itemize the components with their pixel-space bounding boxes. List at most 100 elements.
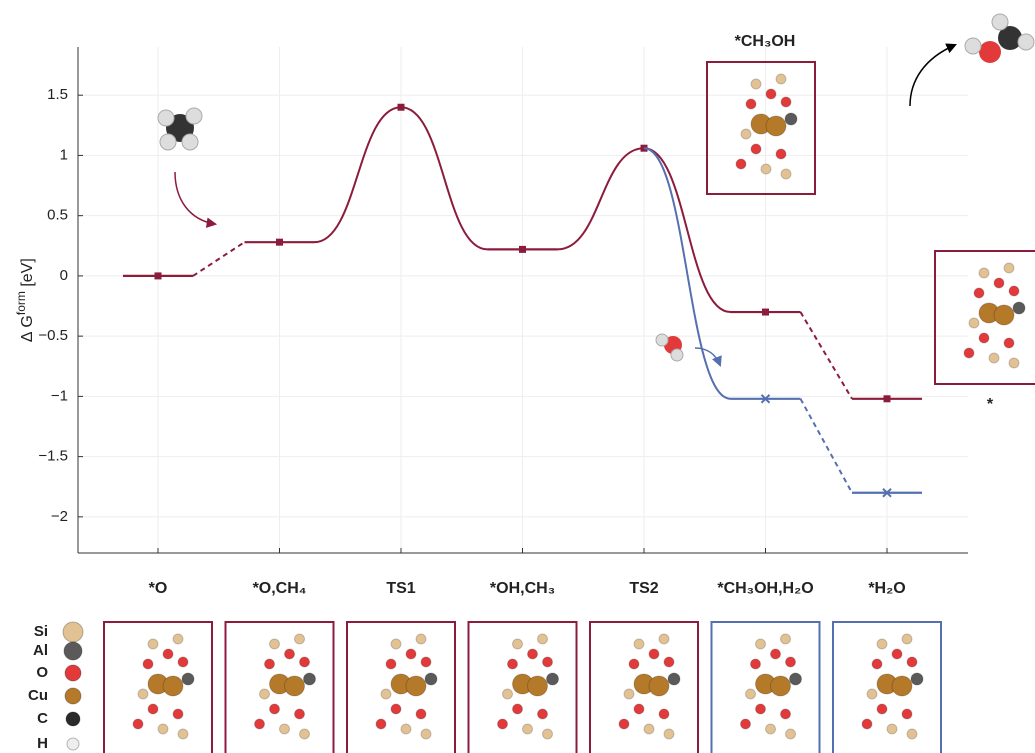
atom	[886, 723, 898, 735]
atom	[385, 658, 397, 670]
atom	[400, 723, 412, 735]
structure	[103, 621, 213, 753]
atom	[770, 675, 791, 697]
atom	[527, 648, 538, 660]
atom	[181, 672, 195, 686]
atom	[963, 347, 975, 359]
atom	[375, 718, 387, 730]
legend-label: C	[37, 710, 48, 727]
y-tick-label: −2	[51, 508, 68, 525]
structure	[706, 61, 816, 195]
atom	[1012, 301, 1026, 315]
atom	[760, 163, 772, 175]
x-tick-label: *O,CH₄	[253, 580, 307, 597]
atom	[1008, 357, 1020, 369]
legend-swatch	[66, 737, 80, 751]
atom	[380, 688, 392, 700]
atom	[901, 633, 913, 645]
atom	[137, 688, 149, 700]
y-tick-label: −1	[51, 387, 68, 404]
atom	[663, 728, 675, 740]
atom	[765, 88, 777, 100]
atom	[780, 708, 791, 720]
atom	[405, 648, 417, 660]
atom	[522, 723, 533, 735]
atom	[780, 168, 792, 180]
legend-swatch	[65, 711, 81, 727]
connector	[192, 241, 246, 277]
atom	[405, 675, 427, 697]
atom	[973, 287, 985, 299]
connector	[643, 147, 731, 400]
atom	[648, 675, 670, 697]
structure-box	[467, 621, 578, 753]
atom	[745, 98, 757, 110]
atom	[740, 718, 751, 730]
connector	[314, 106, 402, 244]
atom	[157, 723, 169, 735]
atom	[415, 708, 427, 720]
atom	[891, 648, 903, 660]
y-tick-label: 1.5	[47, 86, 68, 103]
y-tick-label: 0	[60, 267, 68, 284]
methane-icon	[157, 107, 203, 151]
atom	[299, 656, 310, 668]
x-tick-label: *H₂O	[868, 580, 905, 597]
atom	[294, 633, 305, 645]
structure-box	[224, 621, 335, 753]
atom	[537, 708, 548, 720]
atom	[424, 672, 438, 686]
structure	[346, 621, 456, 753]
x-tick-label: TS1	[386, 580, 415, 597]
structure-box	[710, 621, 821, 753]
x-tick-label: *OH,CH₃	[490, 580, 555, 597]
atom	[279, 723, 290, 735]
atom	[861, 718, 873, 730]
atom	[750, 78, 762, 90]
atom	[527, 675, 548, 697]
atom	[294, 708, 305, 720]
atom	[264, 658, 275, 670]
atom	[775, 148, 787, 160]
atom	[177, 656, 189, 668]
atom	[993, 304, 1015, 326]
atom	[172, 633, 184, 645]
legend-label: Cu	[28, 687, 48, 704]
x-tick-label: TS2	[629, 580, 658, 597]
atom	[663, 656, 675, 668]
atom	[633, 703, 645, 715]
legend-label: H	[37, 735, 48, 752]
marker	[276, 238, 283, 246]
atom	[284, 675, 305, 697]
structure-box	[934, 250, 1035, 385]
atom	[497, 718, 508, 730]
atom	[901, 708, 913, 720]
atom	[910, 672, 924, 686]
atom	[299, 728, 310, 740]
atom	[978, 332, 990, 344]
y-tick-label: −0.5	[38, 327, 68, 344]
water-icon	[655, 333, 684, 362]
y-tick-label: −1.5	[38, 448, 68, 465]
atom	[745, 688, 756, 700]
atom	[871, 658, 883, 670]
atom	[618, 718, 630, 730]
atom	[623, 688, 635, 700]
atom	[968, 317, 980, 329]
atom	[390, 638, 402, 650]
atom	[172, 708, 184, 720]
arrow	[694, 347, 722, 367]
atom	[780, 96, 792, 108]
atom	[142, 658, 154, 670]
connector	[643, 147, 731, 314]
atom	[284, 648, 295, 660]
arrow	[909, 43, 957, 107]
atom	[1003, 262, 1015, 274]
atom	[420, 656, 432, 668]
atom	[1003, 337, 1015, 349]
atom	[765, 723, 776, 735]
atom	[512, 703, 523, 715]
atom	[750, 658, 761, 670]
connector	[799, 398, 853, 494]
marker	[883, 395, 891, 403]
